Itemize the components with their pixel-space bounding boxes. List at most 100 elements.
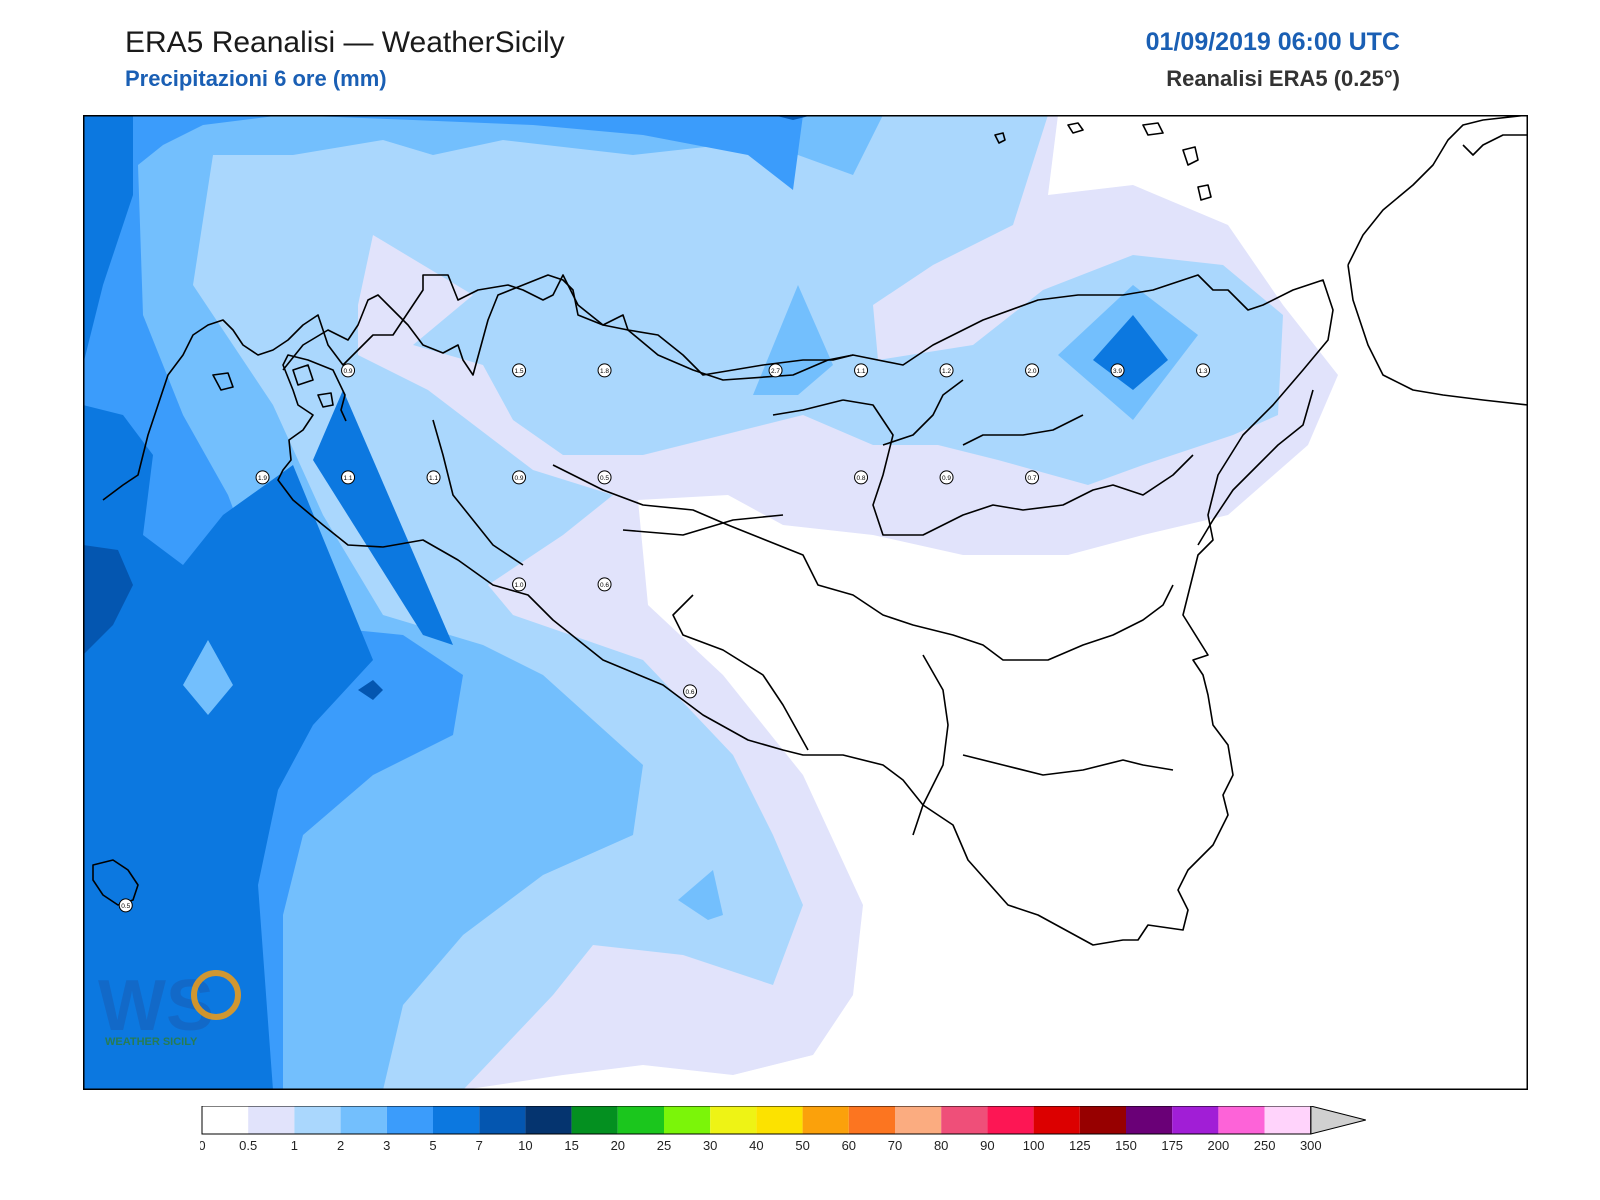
colorbar-tick-label: 200 (1208, 1138, 1230, 1153)
station-marker (1110, 363, 1125, 378)
station-value: 1.3 (1199, 368, 1208, 375)
station-value: 1.1 (344, 475, 353, 482)
colorbar-segment (479, 1106, 526, 1134)
colorbar-segment (1033, 1106, 1080, 1134)
colorbar-segment (1172, 1106, 1219, 1134)
colorbar-tick-label: 100 (1023, 1138, 1045, 1153)
logo-text: WEATHER SICILY (105, 1036, 198, 1048)
station-marker (597, 577, 612, 592)
station-value: 0.9 (344, 368, 353, 375)
colorbar-segment (525, 1106, 572, 1134)
station-marker (1025, 470, 1040, 485)
precip-band-5-7 (83, 115, 133, 365)
colorbar-tick-label: 1 (291, 1138, 298, 1153)
aeolian-islands (1067, 122, 1212, 201)
station-value: 0.6 (686, 689, 695, 696)
precipitation-fields (83, 115, 1528, 1090)
colorbar-segments (201, 1106, 1366, 1135)
colorbar-segment (664, 1106, 711, 1134)
sicily-coastline (102, 274, 1334, 946)
station-marker (768, 363, 783, 378)
pantelleria-island (92, 859, 139, 906)
colorbar-tick-label: 300 (1300, 1138, 1322, 1153)
station-marker (597, 470, 612, 485)
colorbar-segment (1126, 1106, 1173, 1134)
colorbar-tick-label: 0 (200, 1138, 206, 1153)
station-value: 0.9 (942, 475, 951, 482)
station-marker (854, 470, 869, 485)
colorbar-tick-label: 90 (980, 1138, 994, 1153)
colorbar-segment (941, 1106, 988, 1134)
sicily-east-coast (1197, 389, 1314, 546)
station-value: 1.9 (258, 475, 267, 482)
map-frame (83, 115, 1528, 1090)
colorbar-segment (802, 1106, 849, 1134)
colorbar-segment (710, 1106, 757, 1134)
colorbar-tick-label: 50 (795, 1138, 809, 1153)
station-value: 1.1 (429, 475, 438, 482)
map-subtitle: Precipitazioni 6 ore (mm) (125, 66, 387, 91)
coastline-and-borders (92, 115, 1528, 946)
station-value: 0.5 (121, 903, 130, 910)
colorbar-tick-label: 175 (1161, 1138, 1183, 1153)
station-value: 3.9 (1113, 368, 1122, 375)
colorbar-segment (617, 1106, 664, 1134)
station-value: 1.2 (942, 368, 951, 375)
colorbar-segment (294, 1106, 341, 1134)
station-value: 0.8 (857, 475, 866, 482)
colorbar-segment (987, 1106, 1034, 1134)
colorbar-tick-label: 40 (749, 1138, 763, 1153)
station-value: 0.5 (600, 475, 609, 482)
precip-band-7-10-cell (358, 680, 383, 700)
valid-datetime: 01/09/2019 06:00 UTC (1145, 28, 1400, 56)
colorbar-segment (1079, 1106, 1126, 1134)
calabria-coast (1347, 115, 1528, 406)
colorbar-tick-label: 80 (934, 1138, 948, 1153)
colorbar-segment (756, 1106, 803, 1134)
station-value: 0.7 (1028, 475, 1037, 482)
colorbar-tick-label: 2 (337, 1138, 344, 1153)
station-value: 2.7 (771, 368, 780, 375)
colorbar-tick-label: 70 (888, 1138, 902, 1153)
colorbar-overflow-arrow (1310, 1106, 1366, 1135)
colorbar-tick-label: 3 (383, 1138, 390, 1153)
station-value: 1.8 (600, 368, 609, 375)
station-marker (939, 363, 954, 378)
station-value: 1.0 (515, 582, 524, 589)
egadi-islands (212, 364, 334, 408)
station-marker (597, 363, 612, 378)
station-marker (1196, 363, 1211, 378)
colorbar-tick-label: 150 (1115, 1138, 1137, 1153)
station-value: 0.6 (600, 582, 609, 589)
colorbar-segment (433, 1106, 480, 1134)
colorbar-segment (895, 1106, 942, 1134)
colorbar-segment (248, 1106, 295, 1134)
sicily-interior-lines (772, 379, 1084, 446)
colorbar-tick-label: 10 (518, 1138, 532, 1153)
colorbar-segment (571, 1106, 618, 1134)
precipitation-colorbar: 0 0.5 1 2 3 5 7 10 15 20 25 30 40 50 60 70 80 90 100 125 150… (200, 1106, 1366, 1153)
data-source: Reanalisi ERA5 (0.25°) (1166, 66, 1400, 91)
colorbar-segment (1264, 1106, 1311, 1134)
station-marker (512, 363, 527, 378)
station-marker (512, 577, 527, 592)
precip-band-5-7-sw (83, 405, 373, 1090)
colorbar-tick-label: 250 (1254, 1138, 1276, 1153)
colorbar-segment (340, 1106, 387, 1134)
province-borders (432, 399, 1194, 836)
station-marker (426, 470, 441, 485)
precipitation-map: 0.9 1.5 1.8 2.7 1.1 1.2 2.0 3.9 1.3 1.9 1.1 1.1 0.9 0… (83, 115, 1528, 1090)
calabria-inland (1462, 134, 1528, 156)
station-marker (1025, 363, 1040, 378)
colorbar-ticks: 0 0.5 1 2 3 5 7 10 15 20 25 30 40 50 60 70 80 90 100 125 150… (200, 1138, 1322, 1153)
station-value: 1.1 (857, 368, 866, 375)
sicily-north-coast (282, 274, 854, 376)
colorbar-segment (1218, 1106, 1265, 1134)
colorbar-segment (202, 1106, 249, 1134)
station-value: 0.9 (515, 475, 524, 482)
map-title: ERA5 Reanalisi — WeatherSicily (125, 26, 565, 59)
station-marker (854, 363, 869, 378)
station-marker (118, 898, 133, 913)
station-value: 1.5 (515, 368, 524, 375)
colorbar-tick-label: 20 (611, 1138, 625, 1153)
